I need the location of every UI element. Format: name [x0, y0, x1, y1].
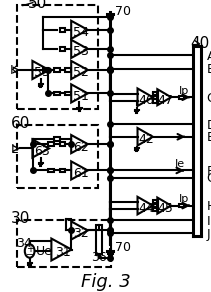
Text: H: H	[206, 199, 211, 212]
Bar	[95, 225, 102, 254]
Text: A: A	[206, 50, 211, 62]
Text: K: K	[10, 64, 18, 77]
Bar	[179, 96, 183, 99]
Text: 42: 42	[138, 133, 153, 146]
Bar	[60, 169, 65, 173]
Text: Ue: Ue	[35, 244, 52, 257]
Text: +: +	[26, 243, 34, 253]
Text: Ip: Ip	[178, 86, 188, 95]
Bar	[65, 92, 70, 96]
Bar	[54, 138, 59, 141]
Text: 36: 36	[91, 251, 106, 263]
Text: Ie: Ie	[174, 159, 184, 168]
Bar	[48, 169, 53, 173]
Bar	[152, 96, 157, 99]
Text: 30: 30	[10, 210, 30, 225]
Bar	[60, 29, 65, 32]
Bar	[54, 69, 59, 72]
Bar	[179, 204, 183, 207]
Text: 40: 40	[190, 36, 209, 51]
Text: B: B	[206, 63, 211, 76]
Text: 46: 46	[138, 93, 153, 106]
Text: 32: 32	[72, 226, 88, 239]
Text: 51: 51	[72, 90, 88, 102]
Text: J: J	[206, 227, 209, 240]
Text: 50: 50	[27, 0, 46, 11]
Text: 52: 52	[72, 66, 88, 79]
Text: C: C	[206, 91, 211, 104]
Text: 62: 62	[72, 140, 88, 153]
Text: 47: 47	[157, 93, 172, 106]
Text: 61: 61	[72, 166, 88, 179]
Text: 53: 53	[72, 45, 88, 58]
Text: G: G	[206, 172, 211, 185]
Text: 45: 45	[157, 201, 172, 214]
Text: 44: 44	[138, 201, 153, 214]
Text: F: F	[206, 164, 211, 177]
Bar	[60, 143, 65, 147]
Text: D: D	[206, 119, 211, 131]
Text: −: −	[26, 249, 34, 259]
Text: Fig. 3: Fig. 3	[81, 272, 130, 290]
Bar	[152, 92, 157, 95]
Bar	[152, 200, 157, 204]
Text: 70: 70	[114, 241, 130, 253]
Text: 31: 31	[54, 245, 70, 258]
Text: 55: 55	[34, 66, 50, 79]
Bar	[152, 100, 157, 103]
Bar	[152, 208, 157, 211]
Text: E: E	[206, 131, 211, 144]
Text: 60: 60	[10, 115, 30, 130]
Text: I: I	[206, 214, 209, 227]
Bar	[43, 69, 48, 72]
Bar	[152, 204, 157, 207]
Text: 70: 70	[114, 5, 130, 18]
Bar	[60, 48, 65, 51]
Bar	[54, 92, 59, 96]
Bar	[48, 143, 53, 147]
Text: 54: 54	[72, 26, 88, 39]
Bar	[65, 69, 70, 72]
Text: 34: 34	[16, 237, 32, 249]
Text: L: L	[11, 142, 18, 155]
Text: 63: 63	[34, 145, 49, 157]
Text: Ip: Ip	[178, 194, 188, 204]
